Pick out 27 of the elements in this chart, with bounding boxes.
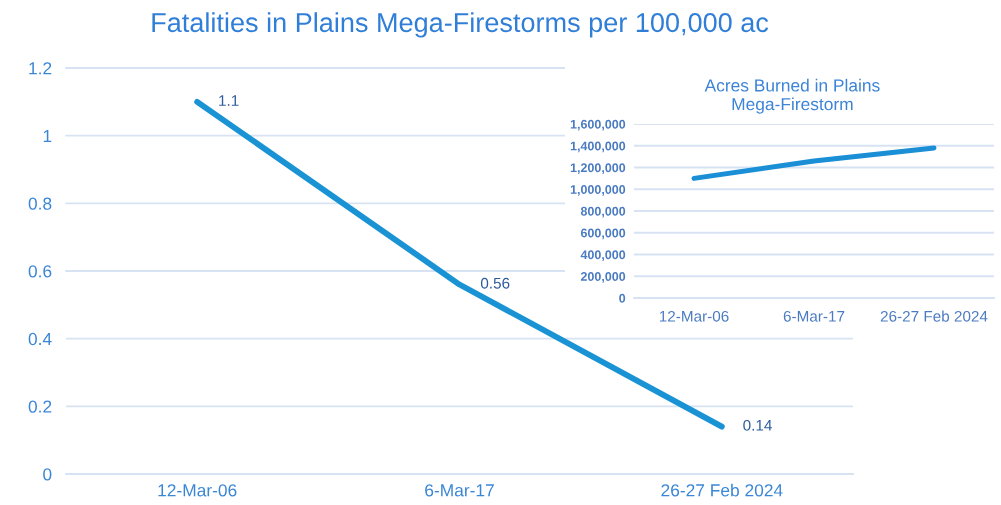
y-tick-label: 0.4 (28, 332, 52, 346)
y-tick-label: 1,600,000 (570, 119, 626, 131)
y-tick-label: 1,000,000 (570, 185, 626, 196)
data-label: 1.1 (219, 95, 239, 106)
y-tick-label: 0.6 (28, 265, 52, 278)
y-tick-label: 1,400,000 (570, 141, 626, 153)
y-tick-label: 800,000 (580, 206, 626, 218)
y-tick-label: 0 (619, 293, 626, 303)
x-tick-label: 12-Mar-06 (659, 310, 729, 322)
x-tick-label: 6-Mar-17 (425, 484, 494, 497)
chart-title: Acres Burned in Plains Mega-Firestorm (704, 78, 880, 114)
y-tick-label: 1.2 (29, 62, 52, 75)
y-tick-label: 200,000 (580, 272, 626, 283)
x-tick-label: 26-27 Feb 2024 (880, 310, 988, 322)
chart-title: Fatalities in Plains Mega-Firestorms per 100,000 ac (152, 12, 769, 38)
y-tick-label: 0.8 (28, 197, 52, 210)
y-tick-label: 1 (43, 130, 52, 142)
y-tick-label: 0.2 (28, 400, 52, 413)
data-label: 0.56 (480, 277, 510, 289)
y-tick-label: 600,000 (580, 228, 626, 240)
x-tick-label: 6-Mar-17 (783, 310, 845, 322)
y-tick-label: 0 (43, 468, 52, 481)
y-tick-label: 1,200,000 (570, 163, 626, 174)
y-tick-label: 400,000 (580, 250, 626, 261)
x-tick-label: 12-Mar-06 (158, 484, 237, 497)
data-label: 0.14 (743, 419, 772, 431)
x-tick-label: 26-27 Feb 2024 (661, 483, 783, 497)
